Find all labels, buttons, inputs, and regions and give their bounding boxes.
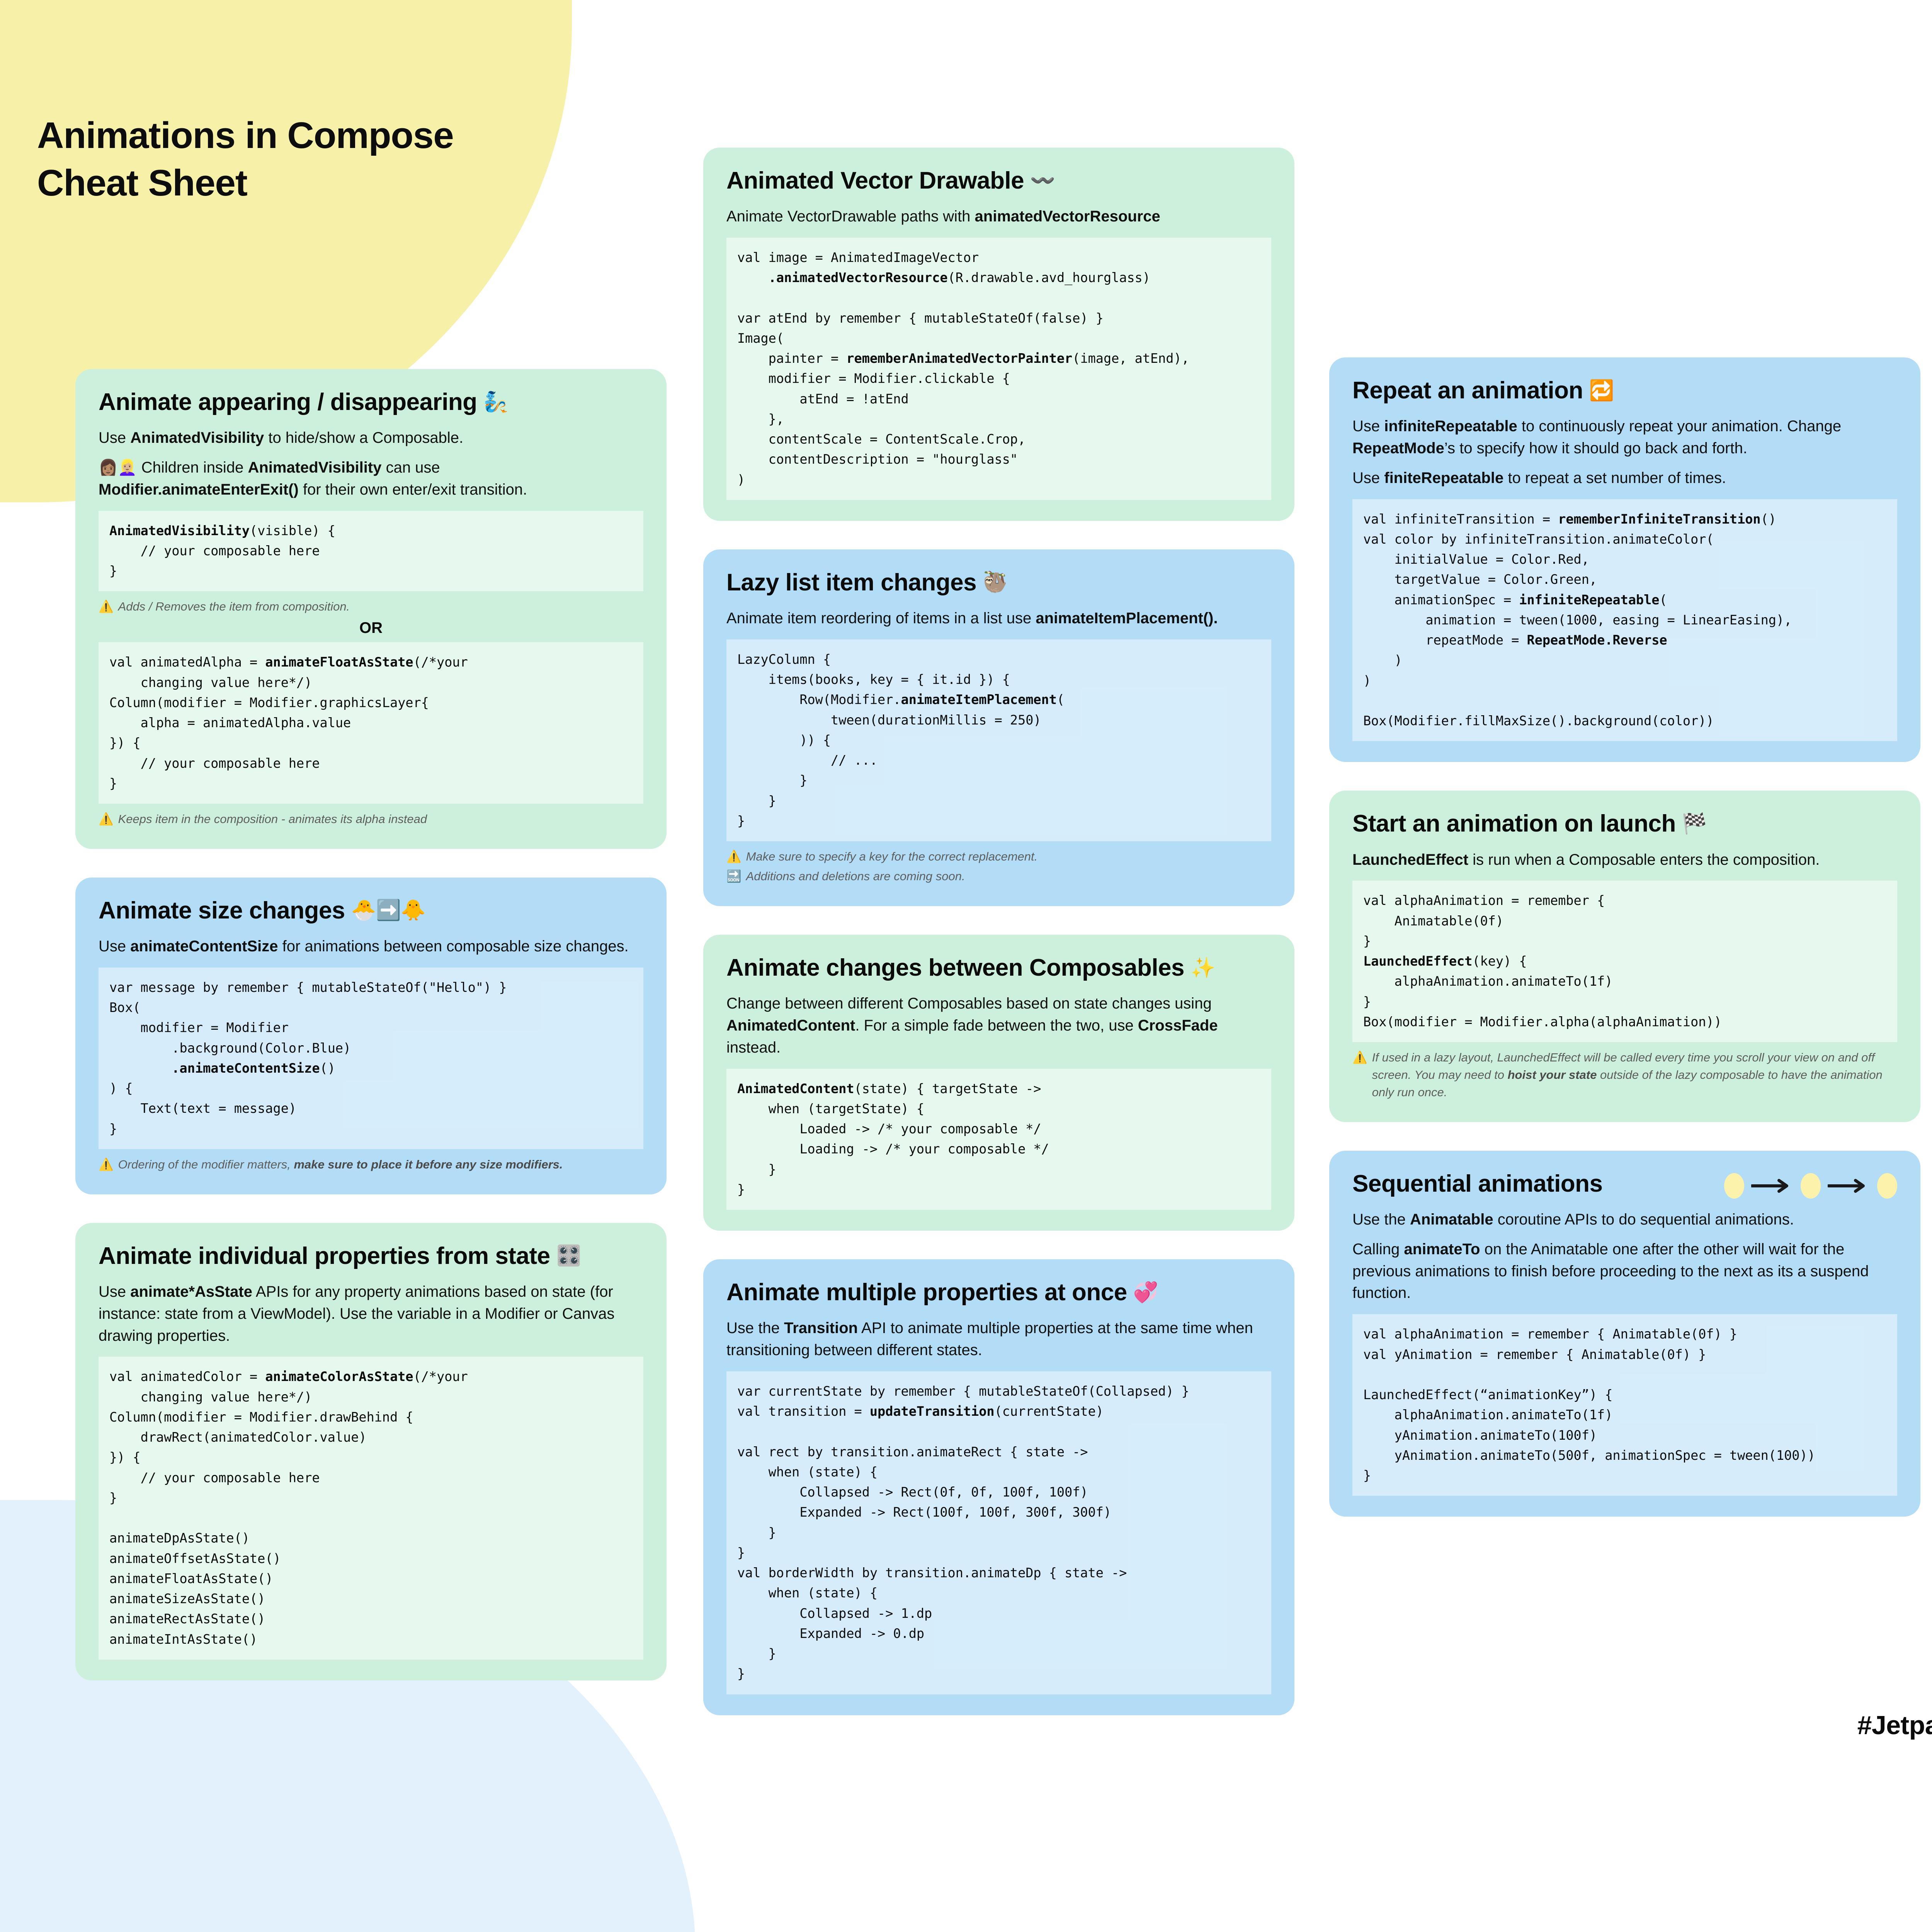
chequered-flag-icon: 🏁 (1682, 812, 1707, 835)
note-text: Additions and deletions are coming soon. (746, 869, 965, 883)
card-start-animation-on-launch: Start an animation on launch 🏁 LaunchedE… (1329, 791, 1920, 1122)
card-title-text: Repeat an animation (1352, 377, 1583, 404)
card-description-1: Change between different Composables bas… (726, 995, 1218, 1056)
dot-icon (1801, 1173, 1821, 1199)
warning-icon: ⚠️ (1352, 1051, 1367, 1065)
card-title: Repeat an animation 🔁 (1352, 377, 1897, 404)
column-1: Animate appearing / disappearing 🧞 Use A… (75, 369, 667, 1680)
card-description-1: Animate item reordering of items in a li… (726, 610, 1218, 627)
page-title-line-2: Cheat Sheet (37, 162, 248, 204)
page-title-line-1: Animations in Compose (37, 115, 454, 156)
note-text: Keeps item in the composition - animates… (118, 812, 427, 826)
cheatsheet-page: Animations in Compose Cheat Sheet Animat… (37, 112, 1932, 1740)
card-title-text: Animate changes between Composables (726, 954, 1184, 981)
card-title-text: Start an animation on launch (1352, 810, 1676, 837)
card-repeat-an-animation: Repeat an animation 🔁 Use infiniteRepeat… (1329, 357, 1920, 762)
card-title-text: Lazy list item changes (726, 569, 977, 596)
code-block-1: AnimatedContent(state) { targetState -> … (726, 1068, 1271, 1210)
revolving-hearts-icon: 💞 (1133, 1281, 1158, 1304)
card-title: Animate size changes 🐣➡️🐥 (99, 897, 643, 924)
card-title-text: Animated Vector Drawable (726, 167, 1024, 194)
card-description-1: Use the Animatable coroutine APIs to do … (1352, 1211, 1794, 1228)
code-block-1: val infiniteTransition = rememberInfinit… (1352, 499, 1897, 742)
card-title: Lazy list item changes 🦥 (726, 569, 1271, 596)
page-title: Animations in Compose Cheat Sheet (37, 112, 454, 207)
note-text: Ordering of the modifier matters, make s… (118, 1157, 563, 1171)
card-description-1: Use AnimatedVisibility to hide/show a Co… (99, 429, 464, 447)
card-description-1: Use animate*AsState APIs for any propert… (99, 1283, 615, 1344)
control-knobs-icon: 🎛️ (556, 1245, 582, 1267)
genie-icon: 🧞 (483, 391, 509, 413)
card-animate-individual-properties: Animate individual properties from state… (75, 1223, 667, 1680)
card-title-text: Animate individual properties from state (99, 1242, 550, 1269)
card-title-text: Animate appearing / disappearing (99, 389, 477, 415)
card-animated-vector-drawable: Animated Vector Drawable 〰️ Animate Vect… (703, 148, 1294, 521)
card-title: Animate appearing / disappearing 🧞 (99, 389, 643, 415)
code-block-1: val alphaAnimation = remember { Animatab… (1352, 1314, 1897, 1496)
card-description-1: Use the Transition API to animate multip… (726, 1320, 1253, 1359)
card-title: Animate changes between Composables ✨ (726, 954, 1271, 981)
soon-arrow-icon: 🔜 (726, 869, 742, 883)
card-description-2: Calling animateTo on the Animatable one … (1352, 1240, 1869, 1302)
card-animate-multiple-properties: Animate multiple properties at once 💞 Us… (703, 1259, 1294, 1715)
warning-icon: ⚠️ (726, 850, 742, 864)
sparkles-icon: ✨ (1190, 956, 1216, 979)
code-block-1: AnimatedVisibility(visible) { // your co… (99, 510, 643, 592)
card-title: Sequential animations (1352, 1170, 1897, 1197)
code-block-1: var currentState by remember { mutableSt… (726, 1371, 1271, 1694)
note-1: ⚠️ Make sure to specify a key for the co… (726, 848, 1271, 866)
note-1: ⚠️ Adds / Removes the item from composit… (99, 598, 643, 616)
card-description-1: Animate VectorDrawable paths with animat… (726, 208, 1160, 225)
note-2: 🔜 Additions and deletions are coming soo… (726, 868, 1271, 885)
code-block-1: val alphaAnimation = remember { Animatab… (1352, 881, 1897, 1043)
warning-icon: ⚠️ (99, 812, 114, 826)
note-text: Adds / Removes the item from composition… (118, 600, 350, 614)
card-description-1: Use animateContentSize for animations be… (99, 938, 629, 955)
dot-icon (1877, 1173, 1897, 1199)
note-text: If used in a lazy layout, LaunchedEffect… (1372, 1051, 1883, 1099)
card-lazy-list-item-changes: Lazy list item changes 🦥 Animate item re… (703, 549, 1294, 906)
warning-icon: ⚠️ (99, 1157, 114, 1171)
arrow-right-icon (1828, 1179, 1865, 1193)
card-description-1: LaunchedEffect is run when a Composable … (1352, 851, 1820, 868)
repeat-icon: 🔁 (1589, 379, 1614, 402)
sloth-icon: 🦥 (983, 571, 1008, 594)
card-title-text: Animate multiple properties at once (726, 1279, 1127, 1306)
column-2: Animated Vector Drawable 〰️ Animate Vect… (703, 148, 1294, 1715)
sequential-dots-graphic (1724, 1173, 1897, 1199)
card-sequential-animations: Sequential animations Use the Animatable… (1329, 1150, 1920, 1517)
card-animate-size-changes: Animate size changes 🐣➡️🐥 Use animateCon… (75, 877, 667, 1194)
note-1: ⚠️ Ordering of the modifier matters, mak… (99, 1156, 643, 1173)
card-description-2: 👩🏽👱🏼‍♀️ Children inside AnimatedVisibili… (99, 459, 527, 498)
dot-icon (1724, 1173, 1744, 1199)
warning-icon: ⚠️ (99, 600, 114, 614)
card-title: Animate multiple properties at once 💞 (726, 1279, 1271, 1306)
card-title-text: Animate size changes (99, 897, 345, 924)
wavy-dash-icon: 〰️ (1030, 169, 1055, 192)
code-block-2: val animatedAlpha = animateFloatAsState(… (99, 642, 643, 804)
note-2: ⚠️ Keeps item in the composition - anima… (99, 811, 643, 828)
card-description-2: Use finiteRepeatable to repeat a set num… (1352, 469, 1726, 486)
card-title: Animated Vector Drawable 〰️ (726, 167, 1271, 194)
hashtag-jetpack-compose: #JetpackCompose (1857, 1711, 1932, 1740)
or-separator: OR (359, 619, 383, 637)
code-block-1: val image = AnimatedImageVector .animate… (726, 237, 1271, 500)
card-title: Start an animation on launch 🏁 (1352, 811, 1897, 837)
hatching-chick-arrow-chick-icon: 🐣➡️🐥 (351, 899, 426, 922)
code-block-1: var message by remember { mutableStateOf… (99, 967, 643, 1149)
code-block-1: LazyColumn { items(books, key = { it.id … (726, 639, 1271, 842)
card-title-text: Sequential animations (1352, 1170, 1603, 1197)
note-1: ⚠️ If used in a lazy layout, LaunchedEff… (1352, 1049, 1897, 1101)
card-title: Animate individual properties from state… (99, 1243, 643, 1269)
arrow-right-icon (1751, 1179, 1788, 1193)
note-text: Make sure to specify a key for the corre… (746, 850, 1038, 864)
card-animate-appearing-disappearing: Animate appearing / disappearing 🧞 Use A… (75, 369, 667, 849)
card-description-1: Use infiniteRepeatable to continuously r… (1352, 418, 1842, 457)
column-3: Repeat an animation 🔁 Use infiniteRepeat… (1329, 357, 1920, 1517)
code-block-1: val animatedColor = animateColorAsState(… (99, 1357, 643, 1660)
card-animate-changes-between-composables: Animate changes between Composables ✨ Ch… (703, 935, 1294, 1231)
